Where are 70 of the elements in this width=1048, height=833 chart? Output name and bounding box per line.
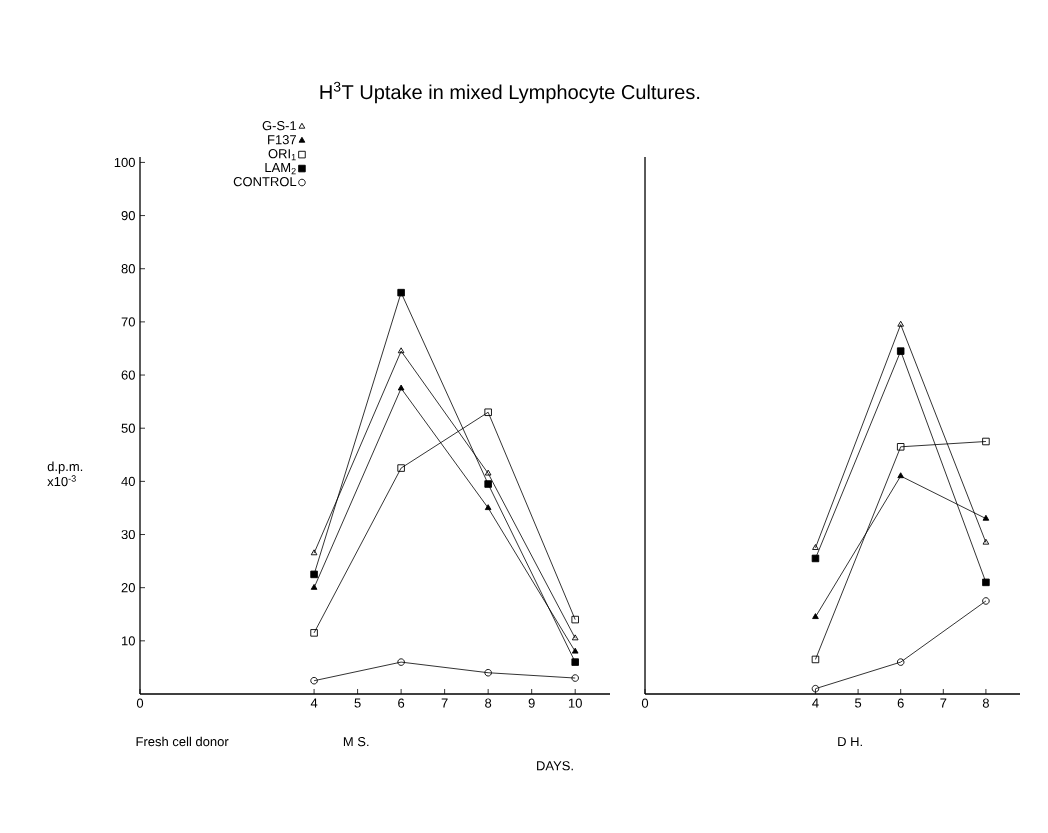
point xyxy=(571,658,579,666)
point xyxy=(310,570,318,579)
point xyxy=(571,674,579,682)
legend-label: CONTROL xyxy=(233,177,297,187)
point xyxy=(897,320,904,327)
point xyxy=(811,655,820,664)
point xyxy=(310,629,318,637)
y-tick-label: 60 xyxy=(121,370,135,380)
x-tick-label: 8 xyxy=(485,698,492,708)
point xyxy=(811,554,820,563)
point xyxy=(812,544,819,550)
x-tick-label: 7 xyxy=(940,698,947,708)
x-axis-title: M S. xyxy=(343,737,369,747)
y-tick-label: 30 xyxy=(121,529,135,540)
point xyxy=(571,647,579,654)
point xyxy=(982,597,990,605)
x-tick-label: 4 xyxy=(310,698,318,708)
point xyxy=(397,347,405,354)
x-tick-label: 0 xyxy=(641,698,649,708)
x-tick-label: 4 xyxy=(812,698,819,708)
point xyxy=(982,538,990,545)
text: DAYS. xyxy=(537,761,573,771)
point xyxy=(484,408,492,417)
x-tick-label: 5 xyxy=(354,698,361,708)
point xyxy=(397,464,405,472)
x-axis-title: D H. xyxy=(838,737,862,747)
point xyxy=(310,583,318,590)
x-tick-label: 0 xyxy=(136,698,144,708)
legend-label: ORI$_{1}$ xyxy=(268,149,296,161)
y-tick-label: 10 xyxy=(122,636,135,646)
x-tick-label: 9 xyxy=(528,698,535,708)
point xyxy=(897,472,904,479)
point xyxy=(397,384,405,391)
point xyxy=(896,443,905,451)
y-axis-title: d.p.m. x10$^{-3}$ xyxy=(47,461,83,487)
point xyxy=(484,504,492,511)
y-tick-label: 80 xyxy=(121,264,135,274)
x-tick-label: 8 xyxy=(982,698,989,708)
point xyxy=(982,437,990,446)
point xyxy=(397,288,405,297)
point xyxy=(397,658,405,666)
text: Fresh cell donor xyxy=(136,736,229,747)
y-tick-label: 50 xyxy=(121,423,135,433)
point xyxy=(571,615,579,624)
x-tick-label: 5 xyxy=(854,698,862,708)
y-tick-label: 100 xyxy=(114,157,135,168)
legend-label: LAM$_{2}$ xyxy=(265,163,296,175)
x-tick-label: 6 xyxy=(897,698,904,708)
point xyxy=(982,514,990,521)
chart-title: H$^{3}$T Uptake in mixed Lymphocyte Cultures. xyxy=(320,81,700,104)
point xyxy=(896,658,905,666)
legend-label: G-S-1 xyxy=(262,121,297,131)
point xyxy=(484,469,492,476)
point xyxy=(571,634,579,641)
x-tick-label: 7 xyxy=(441,698,448,708)
point xyxy=(310,676,318,685)
x-tick-label: 6 xyxy=(398,698,405,708)
y-tick-label: 90 xyxy=(121,210,135,221)
point xyxy=(896,347,905,355)
x-tick-label: 10 xyxy=(568,698,582,708)
y-tick-label: 40 xyxy=(121,476,135,486)
y-tick-label: 70 xyxy=(121,317,135,327)
point xyxy=(982,578,990,587)
point xyxy=(310,549,318,556)
point xyxy=(811,684,820,693)
point xyxy=(484,480,492,488)
point xyxy=(812,613,819,620)
legend-label: F137 xyxy=(268,135,296,145)
point xyxy=(484,668,492,677)
y-tick-label: 20 xyxy=(121,583,135,593)
